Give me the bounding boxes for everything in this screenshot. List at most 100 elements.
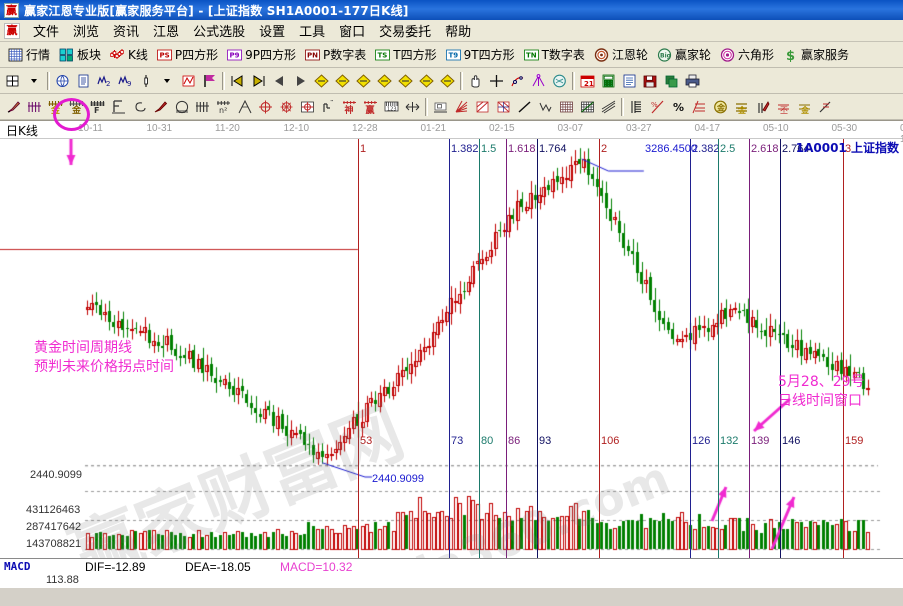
toolbar-print-button[interactable] xyxy=(682,70,703,91)
toolbar-shen-button[interactable]: 神 xyxy=(339,96,360,117)
cycle-line-132[interactable] xyxy=(718,139,719,588)
toolbar-last-frame-button[interactable] xyxy=(248,70,269,91)
toolbar-save-button[interactable] xyxy=(640,70,661,91)
toolbar-fan-tool-button[interactable] xyxy=(528,70,549,91)
cycle-line-73[interactable] xyxy=(449,139,450,588)
toolbar-ying-button[interactable]: 赢 xyxy=(360,96,381,117)
toolbar-table-grid2-button[interactable] xyxy=(577,96,598,117)
toolbar-ratio-button[interactable]: 丕 xyxy=(773,96,794,117)
toolbar-star-circle-button[interactable] xyxy=(276,96,297,117)
toolbar-hand-button[interactable] xyxy=(465,70,486,91)
toolbar-flag-button[interactable] xyxy=(199,70,220,91)
toolbar-diamond4-button[interactable] xyxy=(374,70,395,91)
toolbar-crosshair-button[interactable] xyxy=(486,70,507,91)
menu-item-9[interactable]: 帮助 xyxy=(445,25,472,40)
toolbar-n2-button[interactable]: n² xyxy=(213,96,234,117)
toolbar-diamond2-button[interactable] xyxy=(332,70,353,91)
cycle-line-126[interactable] xyxy=(690,139,691,588)
menu-item-1[interactable]: 浏览 xyxy=(73,25,100,40)
toolbar-pen-red-button[interactable] xyxy=(150,96,171,117)
menu-item-8[interactable]: 交易委托 xyxy=(379,25,432,40)
toolbar-button-9T四方形[interactable]: T9 9T四方形 xyxy=(442,44,519,66)
toolbar-bars-button[interactable] xyxy=(192,96,213,117)
toolbar-grid-lines-button[interactable] xyxy=(24,96,45,117)
toolbar-button-赢家服务[interactable]: $ 赢家服务 xyxy=(779,44,853,66)
cycle-line-139[interactable] xyxy=(749,139,750,588)
toolbar-target-circle-button[interactable] xyxy=(255,96,276,117)
toolbar-zigzag-button[interactable] xyxy=(535,96,556,117)
cycle-line-80[interactable] xyxy=(479,139,480,588)
chart-plot[interactable]: 1 53 1.382 73 1.5 80 1.618 86 1.764 93 2 106 2.382 12… xyxy=(0,139,903,588)
toolbar-ruler123-button[interactable]: 123 xyxy=(381,96,402,117)
toolbar-diamond1-button[interactable] xyxy=(311,70,332,91)
toolbar-pen-bar-button[interactable] xyxy=(752,96,773,117)
toolbar-candle-button[interactable] xyxy=(136,70,157,91)
toolbar-calculator-button[interactable] xyxy=(598,70,619,91)
menu-item-4[interactable]: 公式选股 xyxy=(193,25,246,40)
cycle-line-53[interactable] xyxy=(358,139,359,588)
toolbar-button-板块[interactable]: 板块 xyxy=(55,44,105,66)
toolbar-gold-coin-button[interactable]: 金 xyxy=(710,96,731,117)
toolbar-line-up-button[interactable] xyxy=(514,96,535,117)
menu-item-7[interactable]: 窗口 xyxy=(339,25,366,40)
toolbar-next-frame-button[interactable] xyxy=(290,70,311,91)
toolbar-percent-button[interactable]: % xyxy=(668,96,689,117)
toolbar-calendar-day-button[interactable] xyxy=(3,70,24,91)
toolbar-button-赢家轮[interactable]: Big 赢家轮 xyxy=(653,44,715,66)
toolbar-angle-tool-button[interactable] xyxy=(234,96,255,117)
toolbar-box-grid-red-button[interactable] xyxy=(493,96,514,117)
chart-area[interactable]: 日K线 10-11 10-31 11-20 12-10 12-28 01-21 02-15 0… xyxy=(0,120,903,588)
toolbar-gold-char-button[interactable]: 金 xyxy=(794,96,815,117)
toolbar-button-江恩轮[interactable]: 江恩轮 xyxy=(590,44,652,66)
toolbar-box-axis-button[interactable] xyxy=(430,96,451,117)
toolbar-document-button[interactable] xyxy=(73,70,94,91)
toolbar-brain-button[interactable] xyxy=(549,70,570,91)
toolbar-half-button[interactable] xyxy=(815,96,836,117)
toolbar-percent-slash-button[interactable]: % xyxy=(647,96,668,117)
menu-item-5[interactable]: 设置 xyxy=(259,25,286,40)
toolbar-time-grid-button[interactable]: F xyxy=(87,96,108,117)
toolbar-button-T四方形[interactable]: TS T四方形 xyxy=(371,44,440,66)
toolbar-prev-frame-button[interactable] xyxy=(269,70,290,91)
cycle-line-146[interactable] xyxy=(780,139,781,588)
cycle-line-86[interactable] xyxy=(506,139,507,588)
toolbar-box-target-button[interactable] xyxy=(297,96,318,117)
toolbar-copy-button[interactable] xyxy=(661,70,682,91)
toolbar-gold-bar-button[interactable]: 金 xyxy=(731,96,752,117)
candlestick-canvas[interactable] xyxy=(0,139,903,588)
toolbar-button-P四方形[interactable]: PS P四方形 xyxy=(153,44,222,66)
toolbar-dropdown-arrow-button[interactable] xyxy=(24,70,45,91)
cycle-line-159[interactable] xyxy=(843,139,844,588)
toolbar-button-9P四方形[interactable]: P9 9P四方形 xyxy=(223,44,300,66)
toolbar-table-grid-button[interactable] xyxy=(556,96,577,117)
toolbar-pattern-button[interactable] xyxy=(178,70,199,91)
toolbar-first-frame-button[interactable] xyxy=(227,70,248,91)
toolbar-calendar-button[interactable]: 21 xyxy=(577,70,598,91)
toolbar-dropdown-arrow2-button[interactable] xyxy=(157,70,178,91)
toolbar-globe-button[interactable] xyxy=(52,70,73,91)
cycle-line-93[interactable] xyxy=(537,139,538,588)
toolbar-button-P数字表[interactable]: PN P数字表 xyxy=(301,44,370,66)
toolbar-button-行情[interactable]: 行情 xyxy=(4,44,54,66)
toolbar-diamond6-button[interactable] xyxy=(416,70,437,91)
toolbar-spiral-button[interactable] xyxy=(129,96,150,117)
toolbar-diamond5-button[interactable] xyxy=(395,70,416,91)
toolbar-wave9-button[interactable]: 9 xyxy=(115,70,136,91)
toolbar-button-K线[interactable]: K线 xyxy=(106,44,152,66)
toolbar-button-T数字表[interactable]: TN T数字表 xyxy=(520,44,589,66)
toolbar-diamond7-button[interactable] xyxy=(437,70,458,91)
toolbar-box-diag-button[interactable] xyxy=(472,96,493,117)
menu-item-0[interactable]: 文件 xyxy=(33,25,60,40)
toolbar-ladder-button[interactable] xyxy=(626,96,647,117)
menu-item-3[interactable]: 江恩 xyxy=(153,25,180,40)
toolbar-pct-lines-button[interactable] xyxy=(689,96,710,117)
toolbar-step-button[interactable]: " xyxy=(318,96,339,117)
toolbar-f-scale-button[interactable] xyxy=(108,96,129,117)
toolbar-button-六角形[interactable]: 六角形 xyxy=(716,44,778,66)
toolbar-pen-draw-button[interactable] xyxy=(3,96,24,117)
toolbar-diamond3-button[interactable] xyxy=(353,70,374,91)
toolbar-fan-red-button[interactable] xyxy=(451,96,472,117)
menu-item-6[interactable]: 工具 xyxy=(299,25,326,40)
menu-item-2[interactable]: 资讯 xyxy=(113,25,140,40)
toolbar-notes-button[interactable] xyxy=(619,70,640,91)
